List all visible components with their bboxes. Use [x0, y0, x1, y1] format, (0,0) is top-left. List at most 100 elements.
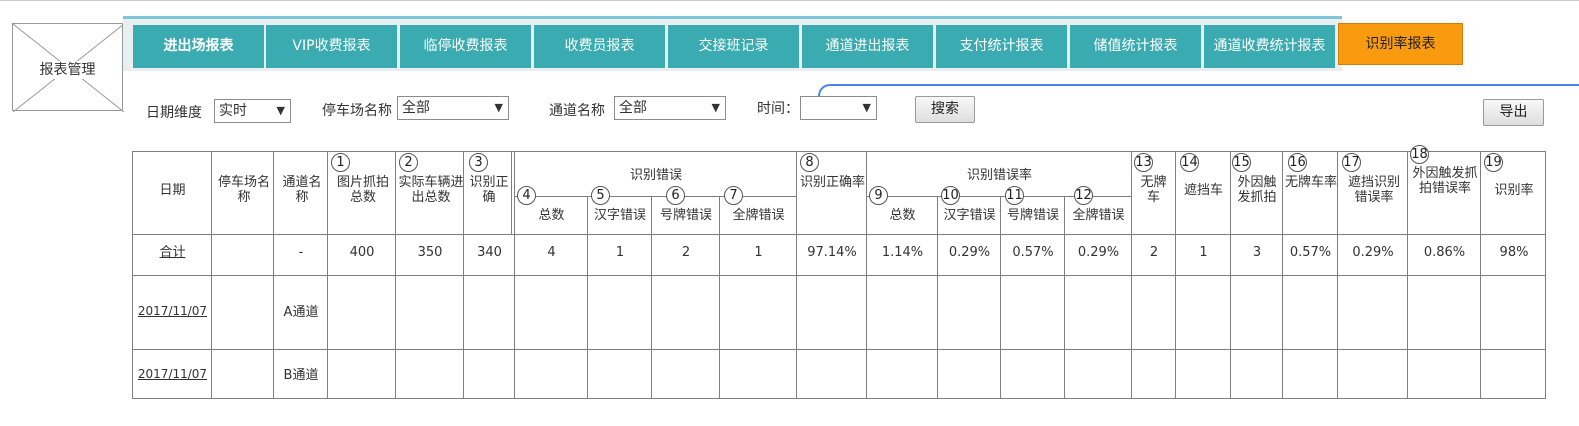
tab-channel-in-out-report[interactable]: 通道进出报表	[802, 25, 933, 68]
date-dimension-label: 日期维度	[146, 105, 202, 121]
header-hanzi-error: 汉字错误	[593, 208, 646, 223]
total-cell-correct-rate: 97.14%	[807, 245, 857, 260]
header-external-trigger-error-rate: 外因触发抓拍错误率	[1412, 166, 1478, 196]
callout-badge-18: 18	[1410, 145, 1429, 164]
time-label: 时间：	[757, 101, 799, 117]
header-group-error-rate: 识别错误率	[966, 168, 1032, 183]
date-dimension-value: 实时	[219, 103, 247, 119]
header-date: 日期	[159, 183, 186, 198]
chevron-down-icon: ▼	[862, 101, 871, 114]
recognition-rate-table: 日期 停车场名称 通道名称 图片抓拍总数 实际车辆进出总数 识别正确 识别错误 …	[132, 145, 1546, 399]
header-full-plate-error: 全牌错误	[732, 208, 785, 223]
total-cell-recognition-rate: 98%	[1499, 245, 1529, 260]
report-logo-placeholder: 报表管理	[12, 23, 124, 112]
total-cell-capture: 400	[349, 245, 375, 260]
header-full-plate-error-rate: 全牌错误	[1072, 208, 1125, 223]
callout-badge-8: 8	[800, 153, 819, 172]
callout-badge-14: 14	[1180, 153, 1199, 172]
parking-lot-value: 全部	[402, 100, 430, 116]
total-row-link[interactable]: 合计	[159, 245, 186, 260]
total-cell-error-rate: 1.14%	[881, 245, 924, 260]
header-no-plate-rate: 无牌车率	[1285, 175, 1338, 190]
channel-name-value: 全部	[619, 100, 647, 116]
date-dimension-select[interactable]: 实时 ▼	[214, 99, 291, 123]
chevron-down-icon: ▼	[276, 104, 285, 117]
callout-badge-4: 4	[517, 186, 536, 205]
header-capture-total: 图片抓拍总数	[336, 175, 389, 205]
header-plate-number-error: 号牌错误	[659, 208, 712, 223]
callout-badge-6: 6	[666, 186, 685, 205]
total-cell-no-plate-rate: 0.57%	[1289, 245, 1332, 260]
time-select[interactable]: ▼	[800, 96, 877, 120]
callout-badge-16: 16	[1288, 153, 1307, 172]
header-recognized-correct: 识别正确	[469, 175, 509, 205]
total-cell-plate-rate: 0.57%	[1012, 245, 1054, 260]
header-error-total: 总数	[538, 208, 565, 223]
total-cell-external-trigger: 3	[1252, 245, 1262, 260]
total-cell-error-total: 4	[547, 245, 556, 260]
channel-name-label: 通道名称	[549, 103, 605, 119]
row-b-channel: B通道	[283, 368, 319, 383]
header-hanzi-error-rate: 汉字错误	[943, 208, 996, 223]
callout-badge-3: 3	[469, 153, 488, 172]
tab-payment-stats-report[interactable]: 支付统计报表	[936, 25, 1067, 68]
total-cell-hanzi-error: 1	[615, 245, 625, 260]
callout-badge-13: 13	[1134, 153, 1153, 172]
header-recognition-rate: 识别率	[1494, 183, 1534, 198]
header-occlusion-error-rate: 遮挡识别错误率	[1347, 175, 1400, 205]
channel-name-select[interactable]: 全部 ▼	[614, 96, 726, 120]
search-button[interactable]: 搜索	[915, 96, 975, 123]
header-error-rate-total: 总数	[889, 208, 916, 223]
chevron-down-icon: ▼	[711, 101, 720, 114]
total-cell-hanzi-rate: 0.29%	[948, 245, 991, 260]
row-b-date-link[interactable]: 2017/11/07	[137, 367, 208, 381]
tab-vip-fee-report[interactable]: VIP收费报表	[266, 25, 397, 68]
report-tab-bar: 进出场报表 VIP收费报表 临停收费报表 收费员报表 交接班记录 通道进出报表 …	[123, 16, 1342, 71]
export-button[interactable]: 导出	[1483, 99, 1544, 126]
total-cell-external-error-rate: 0.86%	[1423, 245, 1466, 260]
header-no-plate-vehicle: 无牌车	[1140, 175, 1167, 205]
total-cell-plate-error: 2	[681, 245, 691, 260]
header-correct-rate: 识别正确率	[800, 175, 866, 190]
callout-badge-9: 9	[869, 186, 888, 205]
total-cell-occluded: 1	[1199, 245, 1208, 260]
tab-recognition-rate-report[interactable]: 识别率报表	[1338, 23, 1463, 65]
total-cell-no-plate: 2	[1149, 245, 1159, 260]
callout-badge-17: 17	[1342, 153, 1361, 172]
row-a-date-link[interactable]: 2017/11/07	[137, 304, 208, 318]
header-plate-error-rate: 号牌错误	[1006, 208, 1059, 223]
callout-badge-15: 15	[1232, 153, 1251, 172]
tab-channel-fee-stats-report[interactable]: 通道收费统计报表	[1204, 25, 1335, 68]
tab-stored-value-report[interactable]: 储值统计报表	[1070, 25, 1201, 68]
header-actual-vehicle-total: 实际车辆进出总数	[398, 175, 464, 205]
tab-shift-handover-record[interactable]: 交接班记录	[668, 25, 799, 68]
total-cell-channel: -	[298, 245, 304, 260]
tab-temp-parking-fee-report[interactable]: 临停收费报表	[400, 25, 531, 68]
annotation-arc	[818, 84, 1579, 104]
parking-lot-select[interactable]: 全部 ▼	[397, 96, 509, 120]
table-grid-lines	[132, 151, 1546, 399]
top-divider	[0, 0, 1579, 1]
header-parking-lot: 停车场名称	[217, 175, 270, 205]
row-a-channel: A通道	[283, 305, 319, 320]
callout-badge-19: 19	[1484, 153, 1503, 172]
callout-badge-7: 7	[724, 186, 743, 205]
parking-lot-label: 停车场名称	[322, 103, 392, 119]
callout-badge-10: 10	[941, 186, 960, 205]
tab-entry-exit-report[interactable]: 进出场报表	[133, 25, 264, 68]
header-group-recognition-error: 识别错误	[629, 168, 682, 183]
total-cell-actual: 350	[417, 245, 443, 260]
header-external-trigger-capture: 外因触发抓拍	[1237, 175, 1277, 205]
callout-badge-12: 12	[1074, 186, 1093, 205]
total-cell-occlusion-rate: 0.29%	[1352, 245, 1394, 260]
total-cell-full-plate-rate: 0.29%	[1077, 245, 1120, 260]
header-channel: 通道名称	[282, 175, 322, 205]
callout-badge-1: 1	[331, 153, 350, 172]
callout-badge-11: 11	[1005, 186, 1024, 205]
callout-badge-2: 2	[399, 153, 418, 172]
report-management-label: 报表管理	[37, 61, 98, 79]
callout-badge-5: 5	[591, 186, 610, 205]
chevron-down-icon: ▼	[494, 101, 503, 114]
tab-cashier-report[interactable]: 收费员报表	[534, 25, 665, 68]
total-cell-full-plate-error: 1	[754, 245, 763, 260]
